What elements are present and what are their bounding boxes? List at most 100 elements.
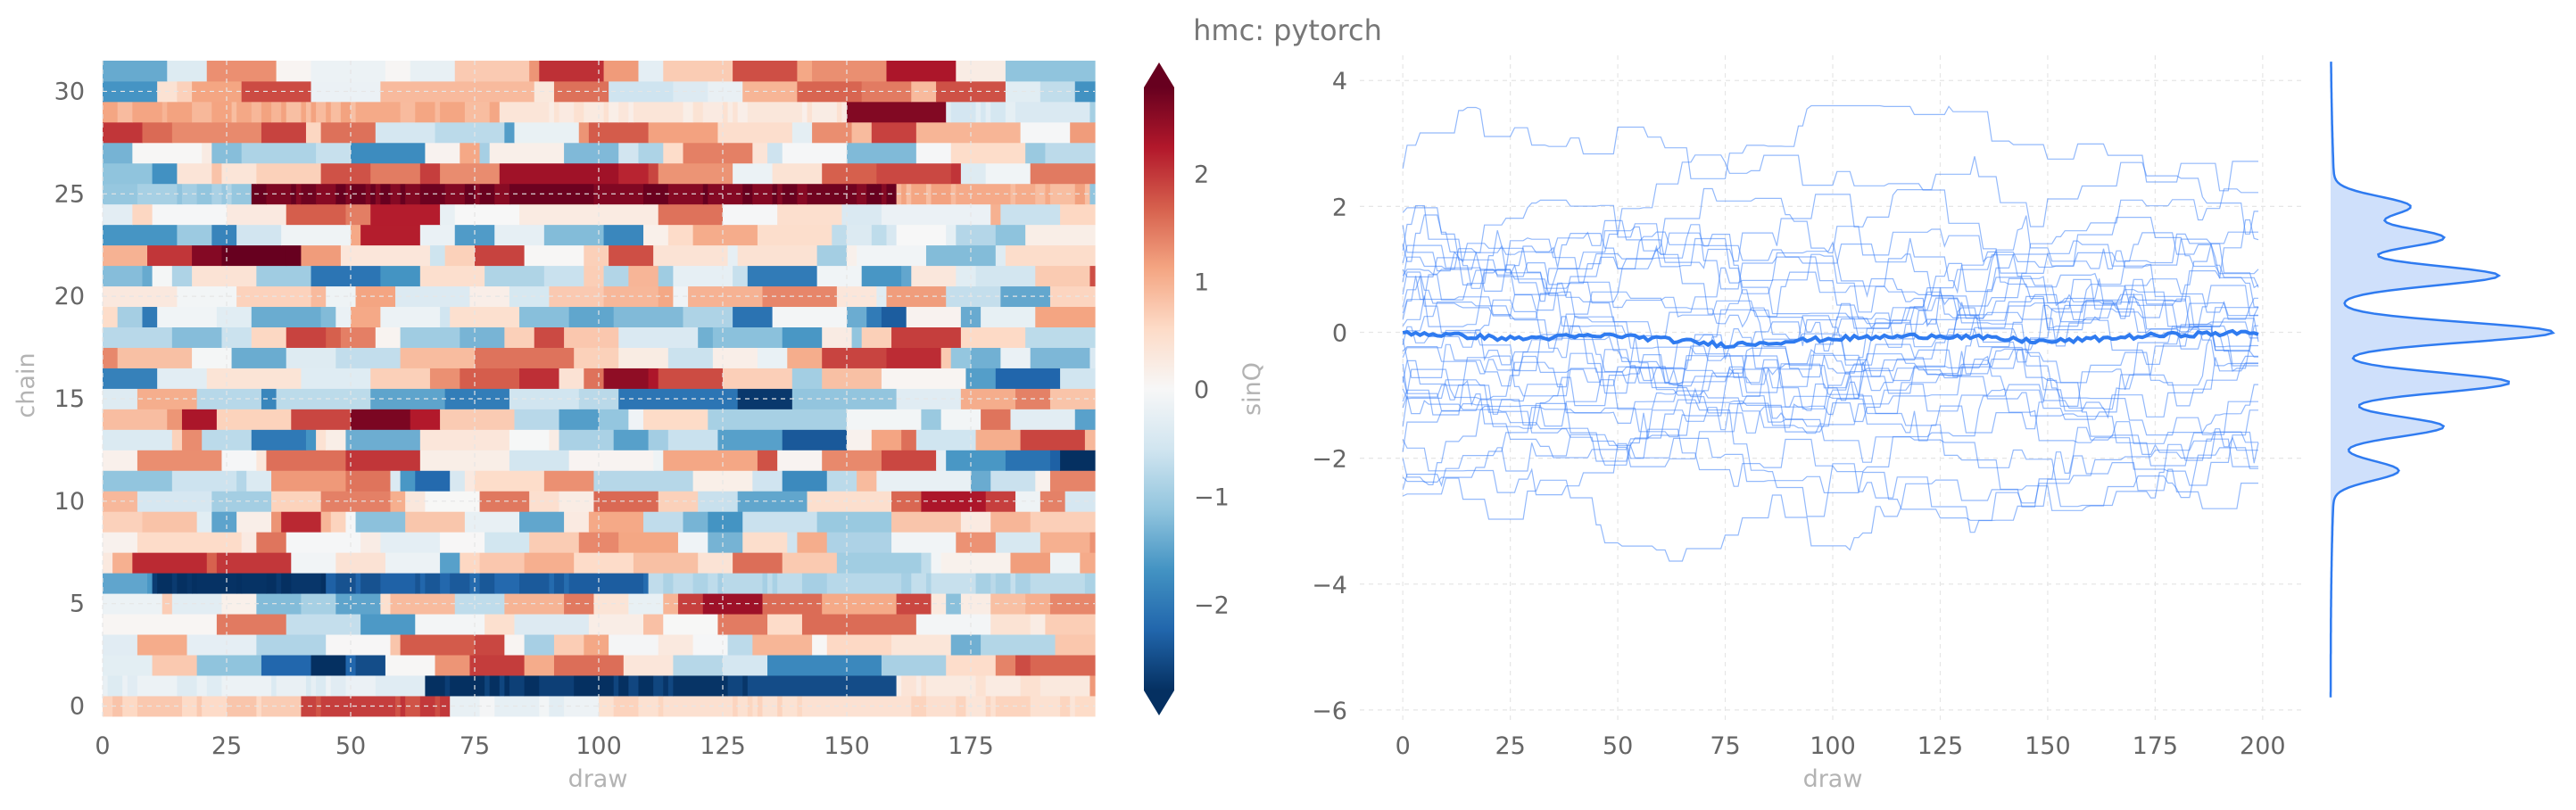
heatmap-cell [896,593,932,615]
heatmap-cell [609,634,659,656]
heatmap-cell [1060,696,1071,717]
heatmap-cell [419,224,456,246]
heatmap-cell [103,101,119,123]
heatmap-cell [256,593,302,615]
heatmap-cell [211,162,223,185]
heatmap-cell [286,244,302,267]
heatmap-cell [1015,491,1041,512]
heatmap-cell [206,552,218,574]
heatmap-x-tick: 125 [700,732,746,760]
heatmap-cell [1084,573,1096,594]
heatmap-cell [351,224,361,246]
heatmap-cell [489,142,565,164]
heatmap-cell [1015,655,1031,676]
heatmap-cell [375,675,426,697]
heatmap-cell [152,573,158,594]
heatmap-cell [826,470,857,492]
heatmap-cell [574,675,615,697]
heatmap-cell [807,491,892,512]
heatmap-cell [733,306,774,327]
trace-chain-line [1402,205,2259,329]
trace-chain-line [1402,243,2259,388]
heatmap-x-tick: 25 [211,732,242,760]
heatmap-cell [971,347,1001,368]
heatmap-cell [613,429,650,450]
heatmap-cell [801,614,917,635]
heatmap-cell [956,224,997,246]
heatmap-cell [995,224,1026,246]
heatmap-x-ticks: 0 25 50 75 100 125 150 175 [95,732,993,760]
heatmap-cell [881,203,991,226]
colorbar-gradient [1144,87,1174,690]
heatmap-cell [251,306,322,327]
heatmap-cell [171,326,223,348]
heatmap-cell [549,101,555,123]
heatmap-cell [733,552,783,574]
heatmap-cell [1000,347,1031,368]
heatmap-cell [559,409,600,430]
colorbar-ticks: −2 −1 0 1 2 [1194,161,1230,620]
heatmap-cell [400,634,476,656]
heatmap-cell [553,655,625,676]
heatmap-cell [975,573,991,594]
heatmap-cell [1035,470,1051,492]
heatmap-cell [236,511,272,533]
heatmap-cell [227,203,287,226]
heatmap-y-tick: 15 [54,385,85,413]
trace-chain-line [1402,187,2258,308]
heatmap-cell [345,183,352,205]
heatmap-cell [543,224,605,246]
heatmap-cell [316,142,352,164]
heatmap-cell [221,183,228,205]
heatmap-cell [335,183,347,205]
heatmap-cell [658,368,724,389]
heatmap-cell [305,121,322,144]
heatmap-cell [1030,573,1086,594]
heatmap-cell [915,429,977,450]
heatmap-cell [609,244,654,267]
heatmap-cell [147,573,153,594]
heatmap-cell [1020,121,1071,144]
heatmap-cell [103,552,113,574]
heatmap-cell [663,696,733,717]
heatmap-cell [1064,491,1096,512]
heatmap-cell [1040,675,1091,697]
heatmap-cell [405,511,466,533]
heatmap-cell [901,183,907,205]
heatmap-cell [638,142,664,164]
heatmap-cell [177,285,237,308]
colorbar-tick: −2 [1194,591,1230,619]
heatmap-cell [584,368,605,389]
heatmap-cell [429,244,446,267]
heatmap-cell [276,61,312,82]
heatmap-cell [400,696,406,717]
heatmap-cell [603,265,629,287]
heatmap-cell [345,675,377,697]
trace-chain-line [1402,254,2258,387]
heatmap-cell [529,491,560,512]
heatmap-cell [643,614,664,635]
heatmap-cell [990,203,1001,226]
heatmap-cell [251,101,262,123]
trace-chain-line [1402,447,2258,562]
heatmap-cell [727,101,733,123]
heatmap-cell [772,162,823,185]
heatmap-cell [271,511,282,533]
heatmap-x-tick: 100 [576,732,622,760]
heatmap-cell [866,306,882,327]
heatmap-cell [692,224,758,246]
heatmap-cell [340,101,352,123]
heatmap-cell [733,101,739,123]
heatmap-cell [211,491,272,512]
heatmap-cell [568,450,654,471]
heatmap-cell [241,573,268,594]
heatmap-cell [221,326,253,348]
heatmap-cell [643,573,650,594]
heatmap-cell [747,675,898,697]
heatmap-y-label: chain [12,352,40,417]
heatmap-cell [956,532,997,553]
heatmap-cell [504,634,526,656]
heatmap-cell [673,573,694,594]
heatmap-cell [712,347,758,368]
heatmap-cell [747,265,818,287]
